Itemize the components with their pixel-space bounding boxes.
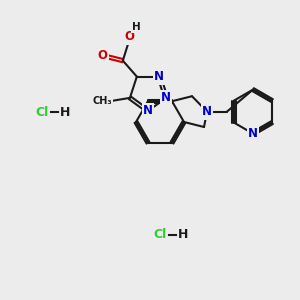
Text: O: O (98, 49, 108, 62)
Text: H: H (178, 229, 188, 242)
Text: H: H (133, 22, 141, 32)
Text: O: O (125, 30, 135, 43)
Text: N: N (154, 70, 164, 83)
Text: N: N (248, 127, 258, 140)
Text: CH₃: CH₃ (92, 96, 112, 106)
Text: Cl: Cl (153, 229, 167, 242)
Text: N: N (161, 92, 171, 104)
Text: N: N (202, 105, 212, 118)
Text: N: N (143, 104, 153, 118)
Text: Cl: Cl (35, 106, 49, 118)
Text: H: H (60, 106, 70, 118)
